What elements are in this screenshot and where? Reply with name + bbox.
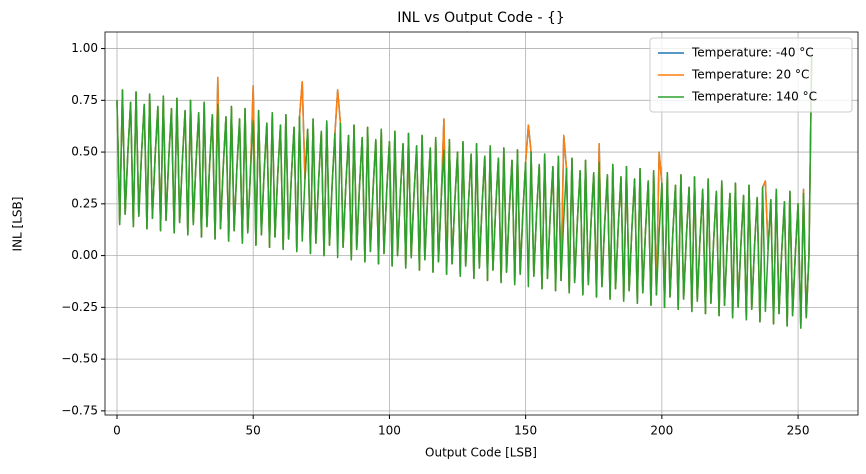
series-line bbox=[116, 54, 813, 329]
legend-label: Temperature: 20 °C bbox=[691, 68, 809, 82]
legend: Temperature: -40 °C Temperature: 20 °C Tem… bbox=[649, 37, 853, 113]
y-tick-label: 0.75 bbox=[71, 93, 98, 107]
legend-label: Temperature: -40 °C bbox=[691, 46, 814, 60]
x-tick-label: 0 bbox=[113, 424, 121, 438]
x-tick-label: 250 bbox=[787, 424, 810, 438]
legend-label: Temperature: 140 °C bbox=[691, 90, 817, 104]
y-tick-label: 1.00 bbox=[71, 41, 98, 55]
y-tick-label: −0.75 bbox=[61, 403, 98, 417]
y-tick-label: 0.25 bbox=[71, 196, 98, 210]
y-tick-label: −0.50 bbox=[61, 352, 98, 366]
plot-frame bbox=[104, 31, 859, 416]
legend-box bbox=[649, 37, 853, 113]
x-tick-label: 50 bbox=[246, 424, 261, 438]
y-tick-label: 0.00 bbox=[71, 248, 98, 262]
y-axis-label: INL [LSB] bbox=[11, 197, 25, 252]
x-tick-label: 150 bbox=[514, 424, 537, 438]
x-axis-label: Output Code [LSB] bbox=[425, 446, 537, 460]
chart-title: INL vs Output Code - {} bbox=[397, 10, 565, 26]
x-tick-label: 200 bbox=[650, 424, 673, 438]
y-tick-label: −0.25 bbox=[61, 300, 98, 314]
x-tick-label: 100 bbox=[378, 424, 401, 438]
y-tick-label: 0.50 bbox=[71, 145, 98, 159]
